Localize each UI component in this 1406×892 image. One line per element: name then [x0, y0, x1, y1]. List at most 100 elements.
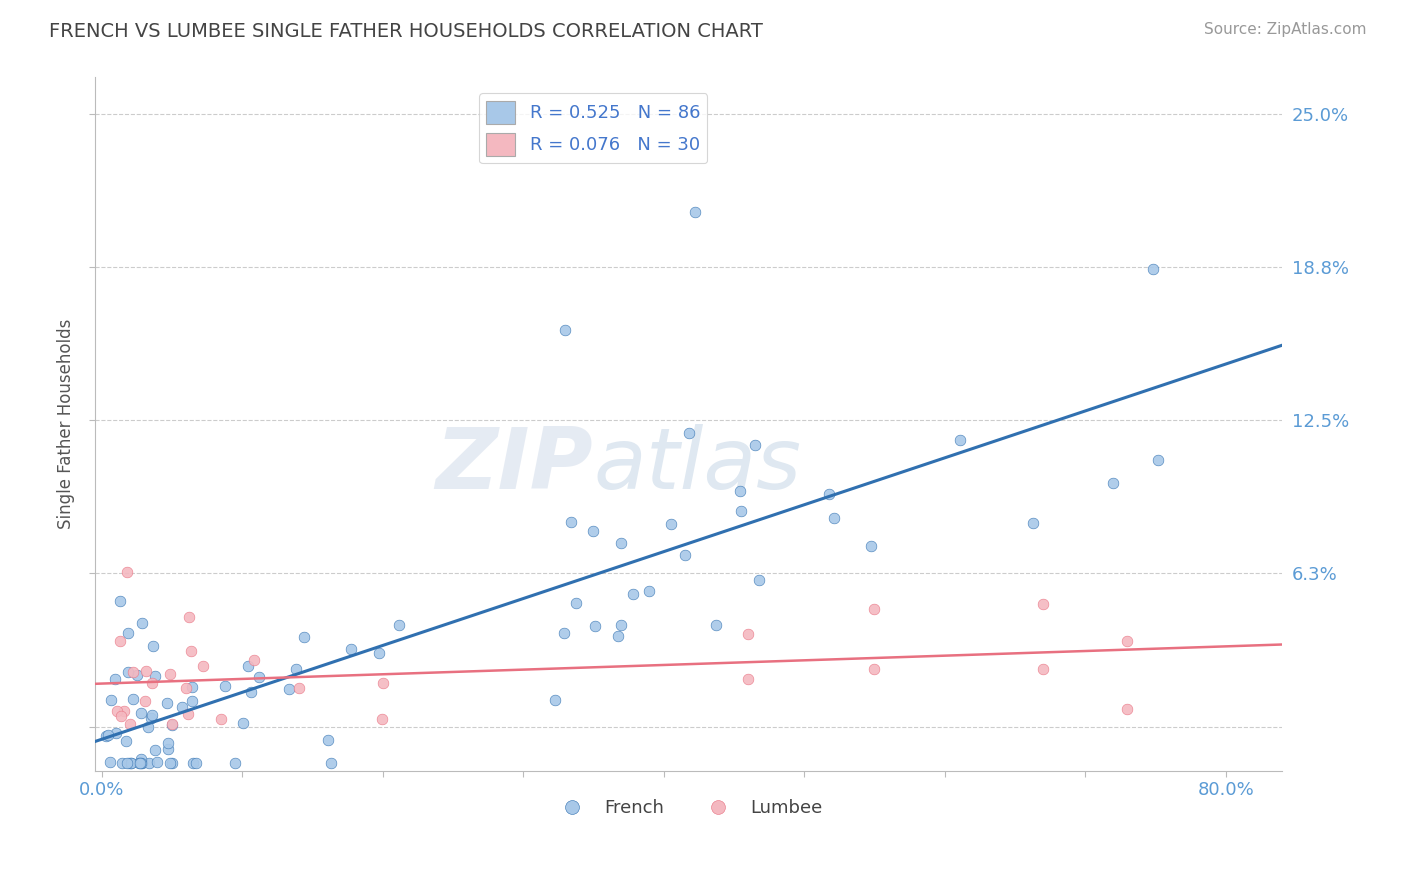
- Point: [823, 511, 845, 525]
- Point: [115, 734, 138, 748]
- Point: [284, 662, 307, 676]
- Point: [288, 681, 311, 695]
- Point: [159, 667, 181, 681]
- Text: Source: ZipAtlas.com: Source: ZipAtlas.com: [1204, 22, 1367, 37]
- Point: [141, 708, 163, 723]
- Point: [143, 669, 166, 683]
- Point: [159, 756, 181, 771]
- Point: [180, 680, 202, 694]
- Point: [177, 609, 200, 624]
- Point: [160, 717, 183, 731]
- Point: [180, 644, 202, 658]
- Point: [138, 756, 160, 771]
- Point: [582, 524, 605, 539]
- Point: [118, 756, 141, 771]
- Point: [368, 646, 391, 660]
- Point: [134, 694, 156, 708]
- Point: [117, 626, 139, 640]
- Point: [860, 539, 883, 553]
- Point: [744, 438, 766, 452]
- Point: [565, 596, 588, 610]
- Point: [100, 693, 122, 707]
- Point: [1142, 261, 1164, 276]
- Point: [120, 756, 142, 771]
- Point: [115, 756, 138, 771]
- Point: [277, 681, 299, 696]
- Point: [704, 617, 727, 632]
- Point: [209, 712, 232, 726]
- Text: ZIP: ZIP: [436, 425, 593, 508]
- Point: [316, 733, 339, 747]
- Point: [155, 696, 177, 710]
- Point: [748, 573, 770, 587]
- Text: atlas: atlas: [593, 425, 801, 508]
- Point: [544, 692, 567, 706]
- Point: [236, 658, 259, 673]
- Point: [129, 756, 152, 771]
- Point: [135, 664, 157, 678]
- Point: [340, 641, 363, 656]
- Point: [115, 566, 138, 580]
- Point: [122, 692, 145, 706]
- Point: [174, 681, 197, 695]
- Point: [120, 717, 142, 731]
- Point: [863, 662, 886, 676]
- Point: [184, 756, 207, 771]
- Point: [659, 516, 682, 531]
- Point: [105, 705, 128, 719]
- Point: [1116, 702, 1139, 716]
- Point: [553, 625, 575, 640]
- Point: [108, 594, 131, 608]
- Point: [177, 706, 200, 721]
- Point: [128, 756, 150, 771]
- Point: [112, 704, 135, 718]
- Point: [157, 736, 180, 750]
- Point: [104, 725, 127, 739]
- Point: [371, 676, 394, 690]
- Point: [160, 718, 183, 732]
- Point: [117, 665, 139, 679]
- Point: [121, 665, 143, 679]
- Point: [610, 617, 633, 632]
- Point: [108, 634, 131, 648]
- Point: [141, 676, 163, 690]
- Point: [247, 670, 270, 684]
- Point: [683, 205, 706, 219]
- Point: [104, 672, 127, 686]
- Point: [321, 756, 343, 771]
- Point: [170, 700, 193, 714]
- Point: [583, 619, 606, 633]
- Point: [621, 586, 644, 600]
- Point: [143, 743, 166, 757]
- Point: [162, 756, 184, 771]
- Point: [678, 425, 700, 440]
- Point: [818, 487, 841, 501]
- Point: [371, 712, 394, 726]
- Point: [111, 756, 134, 771]
- Point: [728, 483, 751, 498]
- Point: [97, 728, 120, 742]
- Point: [863, 602, 886, 616]
- Point: [129, 752, 152, 766]
- Point: [131, 615, 153, 630]
- Point: [98, 755, 121, 769]
- Point: [610, 536, 633, 550]
- Point: [949, 433, 972, 447]
- Point: [224, 756, 246, 771]
- Point: [139, 711, 162, 725]
- Point: [637, 583, 659, 598]
- Legend: French, Lumbee: French, Lumbee: [547, 791, 830, 824]
- Point: [129, 706, 152, 720]
- Point: [737, 672, 759, 686]
- Point: [560, 515, 582, 529]
- Point: [127, 667, 149, 681]
- Point: [232, 715, 254, 730]
- Point: [146, 755, 169, 769]
- Point: [607, 629, 630, 643]
- Point: [673, 548, 696, 562]
- Text: FRENCH VS LUMBEE SINGLE FATHER HOUSEHOLDS CORRELATION CHART: FRENCH VS LUMBEE SINGLE FATHER HOUSEHOLD…: [49, 22, 763, 41]
- Point: [1102, 476, 1125, 491]
- Point: [94, 729, 117, 743]
- Y-axis label: Single Father Households: Single Father Households: [58, 318, 75, 529]
- Point: [110, 709, 132, 723]
